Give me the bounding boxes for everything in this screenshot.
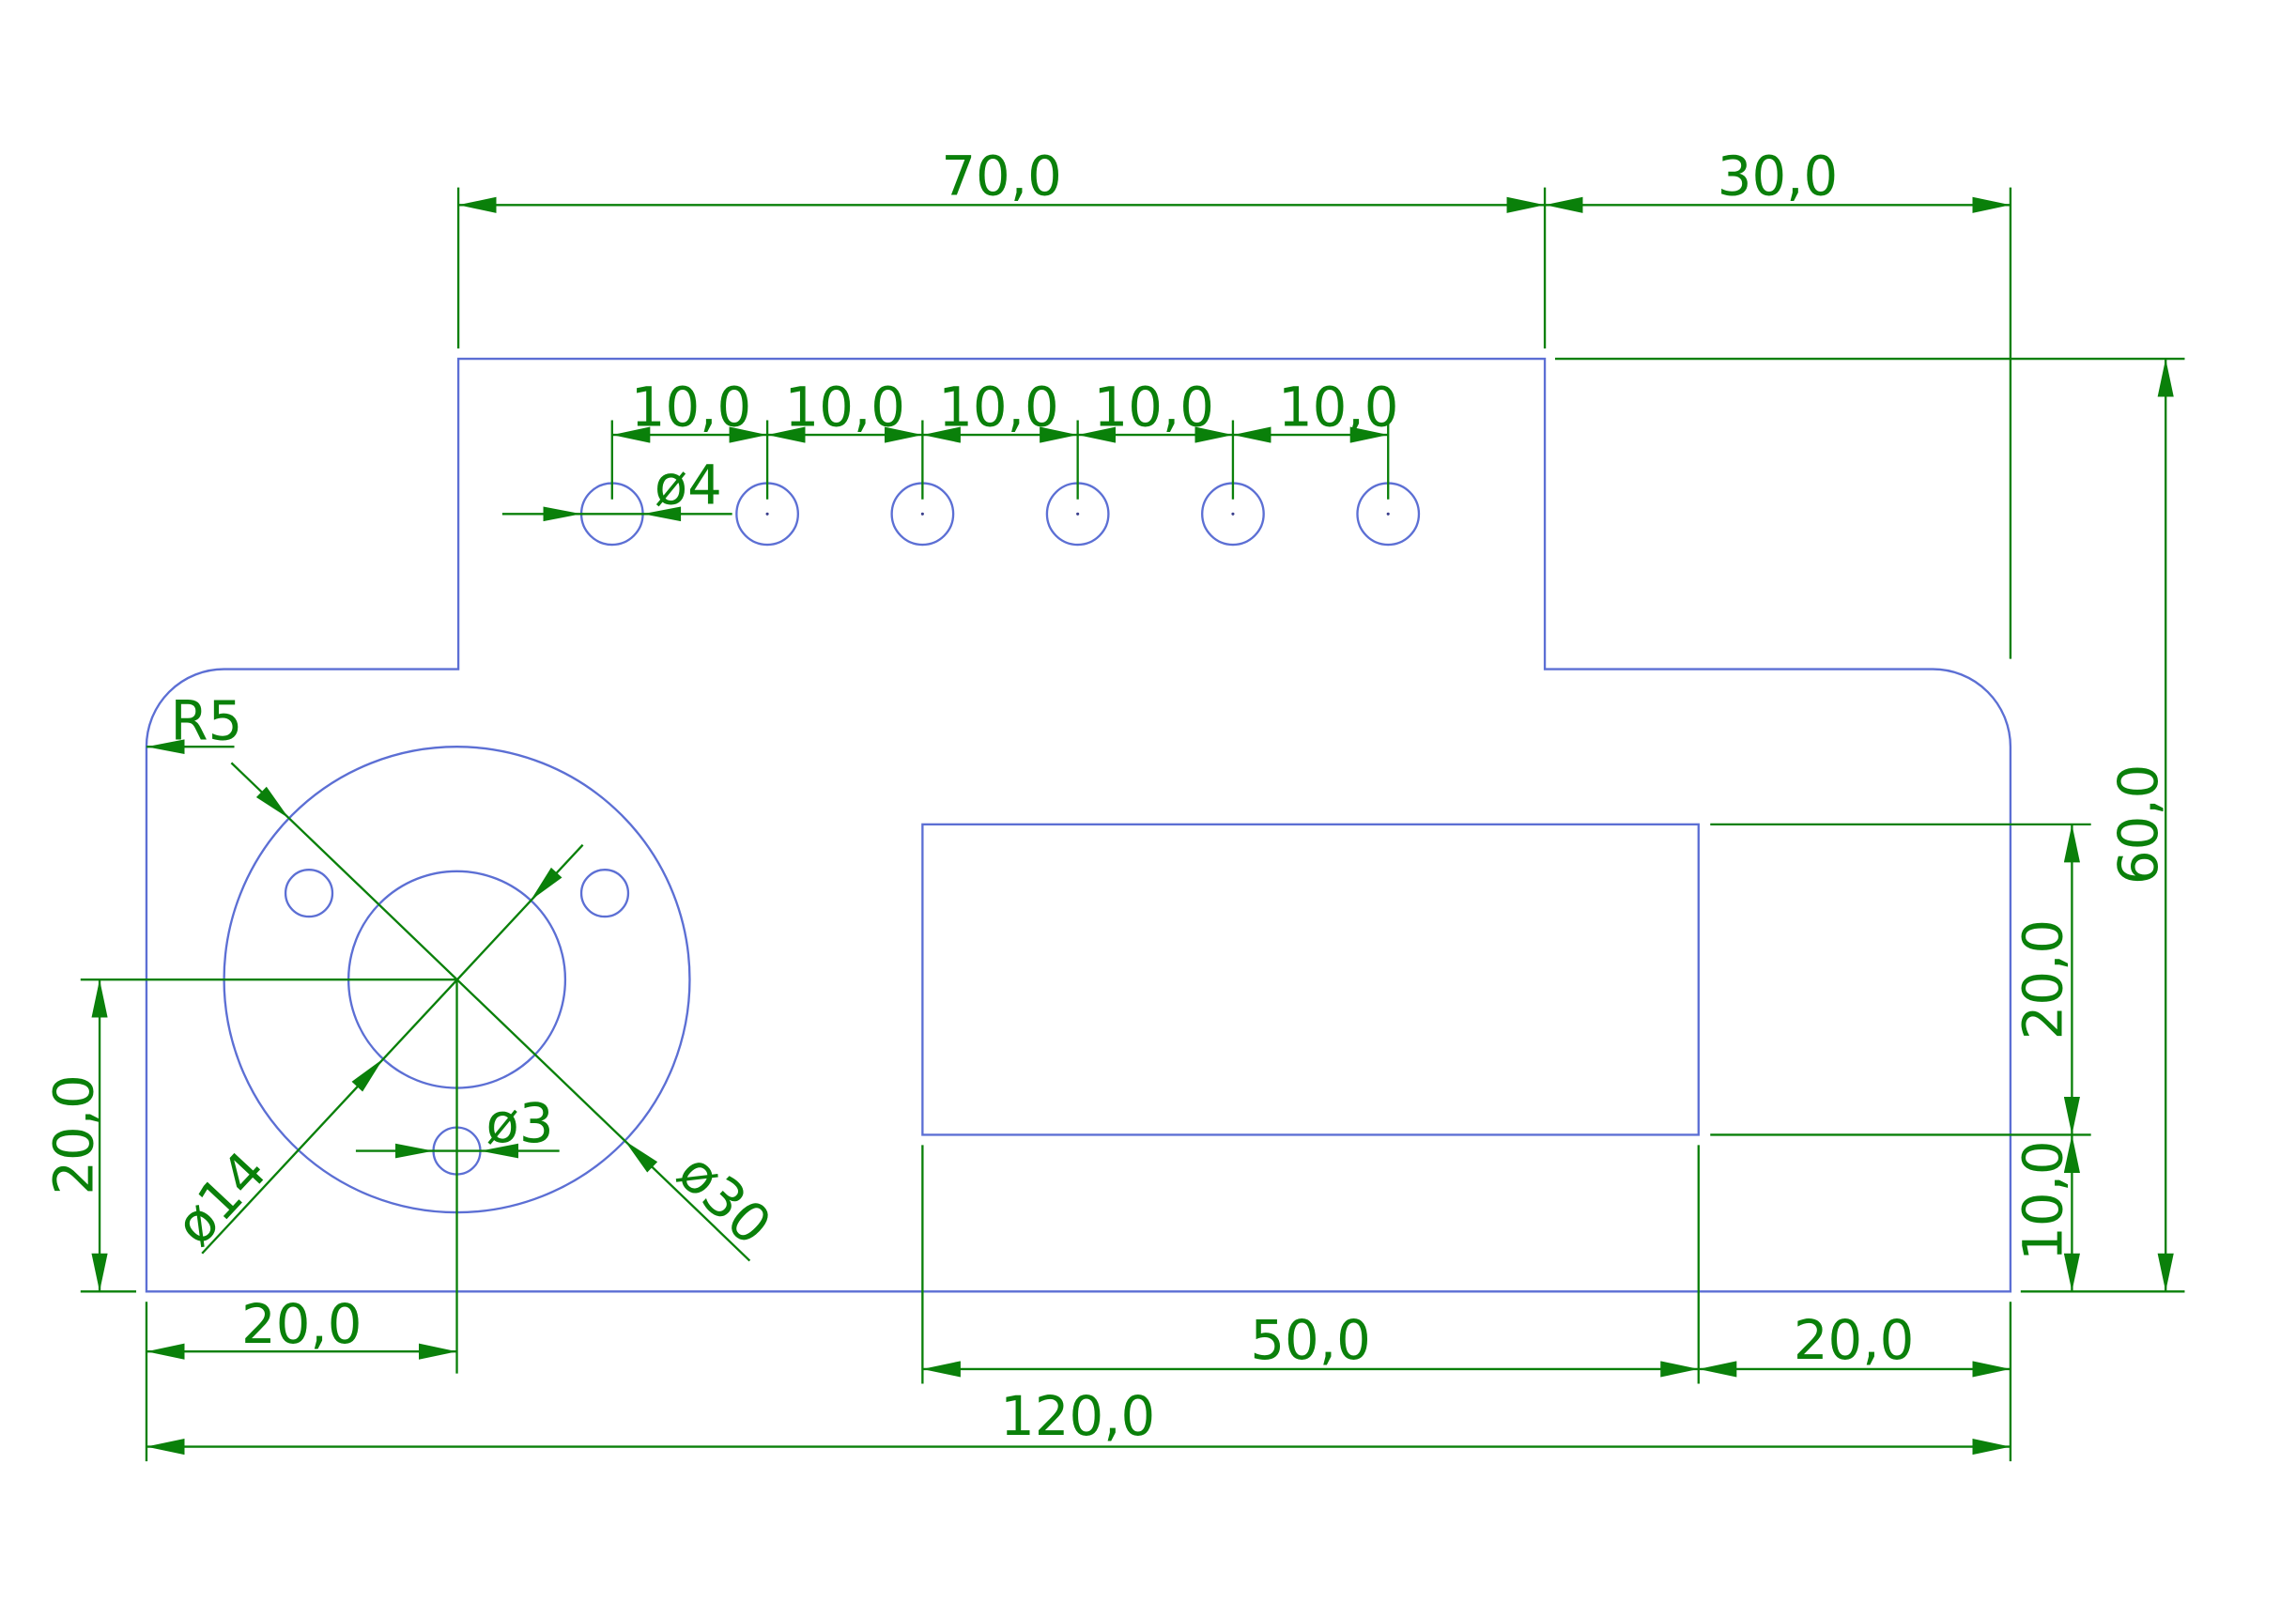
dimension-label: 20,0 xyxy=(1794,1308,1914,1372)
dimension-overall-width: 120,0 xyxy=(145,1302,2011,1462)
center-mark xyxy=(1076,512,1080,516)
dimension-label: 10,0 xyxy=(938,376,1058,439)
arrowhead xyxy=(480,1143,519,1159)
dimension-label: 20,0 xyxy=(41,1074,105,1194)
arrowhead xyxy=(351,1058,383,1092)
dimension-overall-height: 60,0 xyxy=(1554,357,2185,1293)
arrowhead xyxy=(395,1143,434,1159)
center-mark xyxy=(1386,512,1390,516)
dimension-label: 20,0 xyxy=(241,1292,362,1356)
arrowhead xyxy=(531,867,562,901)
dimension-line xyxy=(201,843,584,1255)
dimension-label: ø4 xyxy=(655,453,722,516)
dimension-label: 70,0 xyxy=(941,144,1061,208)
dimension-label: 20,0 xyxy=(2011,919,2074,1040)
arrowhead xyxy=(255,786,289,819)
dimension-hole-diameter: ø4 xyxy=(501,453,732,522)
arrowhead xyxy=(642,506,682,522)
dimension-top-step-width: 70,0 xyxy=(456,144,1547,349)
dimension-top-right-width: 30,0 xyxy=(1545,144,2012,659)
dimension-label: ø3 xyxy=(486,1091,554,1155)
dimension-slot-bottom-offset: 10,0 xyxy=(2011,1134,2080,1292)
dimension-slot-right-offset: 20,0 xyxy=(1698,1302,2012,1462)
center-mark xyxy=(765,512,769,516)
dimension-flange-center-offset: 20,0 xyxy=(146,979,458,1374)
arrowhead xyxy=(624,1140,658,1173)
bolt-hole-right xyxy=(579,869,630,918)
bolt-hole-left xyxy=(284,869,334,918)
dimension-small-hole-diameter: ø3 xyxy=(355,1091,560,1159)
dimension-line xyxy=(230,762,751,1262)
arrowhead xyxy=(146,739,185,755)
dimension-label: 30,0 xyxy=(1718,144,1838,208)
dimension-label: ø30 xyxy=(666,1140,784,1256)
dimension-slot-height: 20,0 xyxy=(1710,823,2091,1136)
dimension-label: R5 xyxy=(170,688,242,752)
center-mark xyxy=(920,512,924,516)
dimension-flange-diameter: ø30 xyxy=(230,762,784,1262)
dimension-flange-center-height: 20,0 xyxy=(41,978,457,1293)
dimension-label: 10,0 xyxy=(1278,376,1398,439)
dimension-corner-radius: R5 xyxy=(146,688,242,755)
dimension-label: 120,0 xyxy=(1000,1384,1155,1448)
dimension-label: 60,0 xyxy=(2106,764,2170,885)
dimension-hole-pitch-chain: 10,0 10,0 10,0 10,0 10,0 xyxy=(610,376,1398,500)
dimension-label: 10,0 xyxy=(631,376,751,439)
dimension-slot-width: 50,0 xyxy=(921,1145,1700,1384)
rectangular-slot xyxy=(921,823,1700,1136)
dimension-label: 50,0 xyxy=(1250,1308,1370,1372)
dimension-label: 10,0 xyxy=(785,376,905,439)
part-profile xyxy=(145,357,2012,1293)
arrowhead xyxy=(543,506,582,522)
dimension-label: 10,0 xyxy=(2011,1140,2074,1260)
dimension-label: 10,0 xyxy=(1094,376,1214,439)
dimension-label: ø14 xyxy=(162,1139,279,1257)
center-mark xyxy=(1231,512,1235,516)
dimension-bore-diameter: ø14 xyxy=(162,843,584,1257)
